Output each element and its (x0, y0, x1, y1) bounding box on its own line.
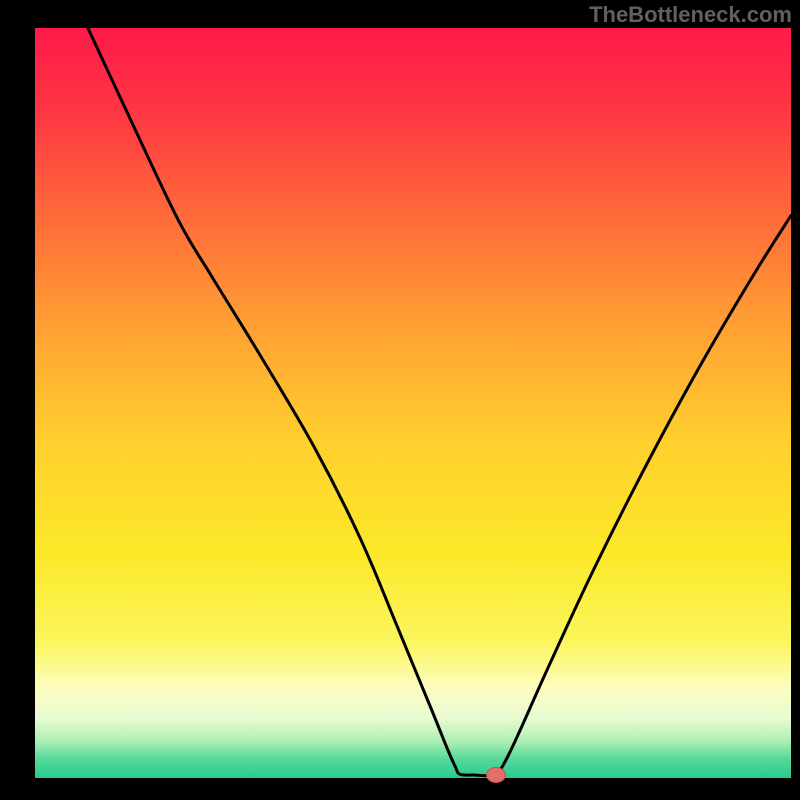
optimal-point-marker (486, 767, 506, 783)
curve-svg (0, 0, 800, 800)
watermark-text: TheBottleneck.com (589, 2, 792, 28)
bottleneck-curve (88, 28, 791, 776)
chart-container: TheBottleneck.com (0, 0, 800, 800)
